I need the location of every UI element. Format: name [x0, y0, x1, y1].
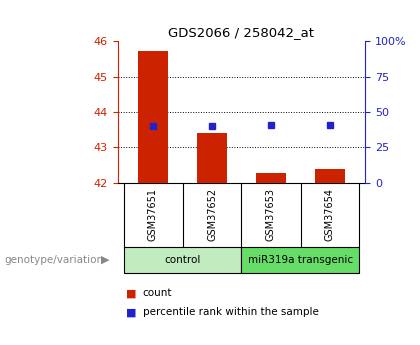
FancyBboxPatch shape [241, 247, 360, 273]
FancyBboxPatch shape [123, 247, 241, 273]
Text: count: count [143, 288, 172, 298]
Text: miR319a transgenic: miR319a transgenic [248, 255, 353, 265]
Bar [197, 132, 227, 183]
Bar [138, 51, 168, 183]
Text: GSM37651: GSM37651 [148, 188, 158, 241]
Text: genotype/variation: genotype/variation [4, 255, 103, 265]
Bar [256, 173, 286, 183]
Text: GSM37653: GSM37653 [266, 188, 276, 241]
Text: GSM37654: GSM37654 [325, 188, 335, 241]
Text: GSM37652: GSM37652 [207, 188, 217, 241]
Text: control: control [164, 255, 201, 265]
Text: ■: ■ [126, 307, 136, 317]
Text: percentile rank within the sample: percentile rank within the sample [143, 307, 319, 317]
Text: ▶: ▶ [101, 255, 109, 265]
Title: GDS2066 / 258042_at: GDS2066 / 258042_at [168, 26, 315, 39]
Text: ■: ■ [126, 288, 136, 298]
Bar [315, 169, 345, 183]
